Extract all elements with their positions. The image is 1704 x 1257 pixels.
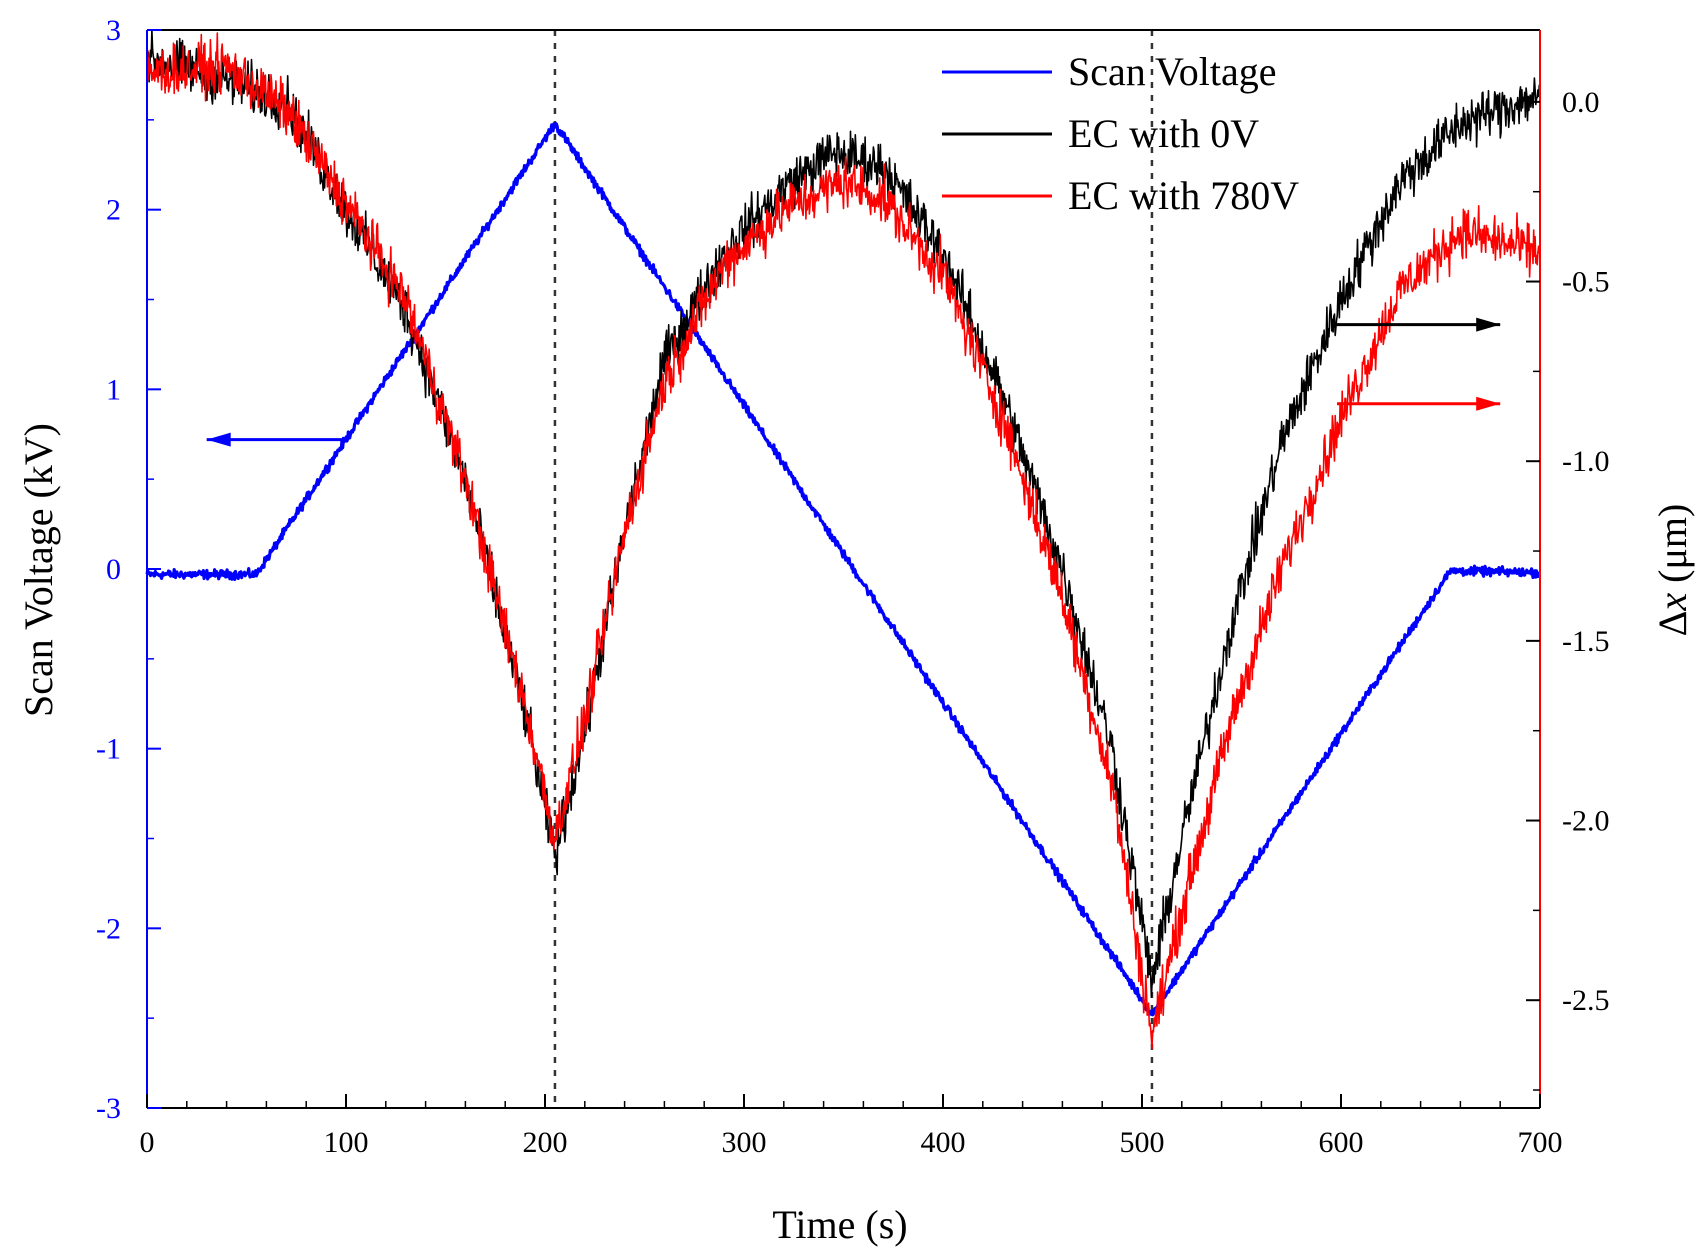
reference-lines — [553, 30, 1154, 1108]
y-right-tick-label--2.5: -2.5 — [1562, 984, 1610, 1017]
axis-arrow-head-2 — [1476, 317, 1501, 332]
x-tick-label-200: 200 — [523, 1126, 568, 1159]
ticks: 0 100 200 300 400 500 600 700 -3 -2 -1 0 1 2 3 0.0 -0.5 -… — [96, 14, 1610, 1159]
axis-arrows — [206, 317, 1501, 447]
x-tick-label-100: 100 — [324, 1126, 369, 1159]
series-line-1 — [145, 122, 1541, 1017]
y-left-tick-label-1: 1 — [106, 373, 121, 406]
legend: Scan Voltage EC with 0V EC with 780V — [942, 49, 1299, 218]
legend-label-2: EC with 0V — [1068, 111, 1259, 156]
series-line-3 — [146, 32, 1541, 1050]
y-right-tick-label--2.0: -2.0 — [1562, 805, 1610, 838]
y-left-axis-title: Scan Voltage (kV) — [16, 423, 61, 717]
y-left-tick-label--1: -1 — [96, 733, 121, 766]
x-tick-label-700: 700 — [1518, 1126, 1563, 1159]
y-left-tick-label-2: 2 — [106, 194, 121, 227]
x-tick-label-300: 300 — [722, 1126, 767, 1159]
series-line-2 — [146, 29, 1541, 998]
y-right-axis-title: Δx (μm) — [1650, 504, 1695, 637]
series-layer — [145, 29, 1541, 1050]
axis-arrow-head-3 — [1476, 396, 1501, 411]
legend-label-1: Scan Voltage — [1068, 49, 1277, 94]
y-left-tick-label-3: 3 — [106, 14, 121, 47]
y-right-tick-label-0.0: 0.0 — [1562, 86, 1600, 119]
x-axis-title: Time (s) — [772, 1202, 907, 1247]
y-left-tick-label--3: -3 — [96, 1092, 121, 1125]
y-left-tick-label-0: 0 — [106, 553, 121, 586]
y-right-tick-label--0.5: -0.5 — [1562, 266, 1610, 299]
x-tick-label-0: 0 — [140, 1126, 155, 1159]
axis-arrow-head-1 — [206, 432, 231, 447]
y-right-tick-label--1.5: -1.5 — [1562, 625, 1610, 658]
y-left-tick-label--2: -2 — [96, 912, 121, 945]
legend-label-3: EC with 780V — [1068, 173, 1299, 218]
x-tick-label-400: 400 — [921, 1126, 966, 1159]
x-tick-label-600: 600 — [1319, 1126, 1364, 1159]
x-tick-label-500: 500 — [1120, 1126, 1165, 1159]
y-right-tick-label--1.0: -1.0 — [1562, 445, 1610, 478]
